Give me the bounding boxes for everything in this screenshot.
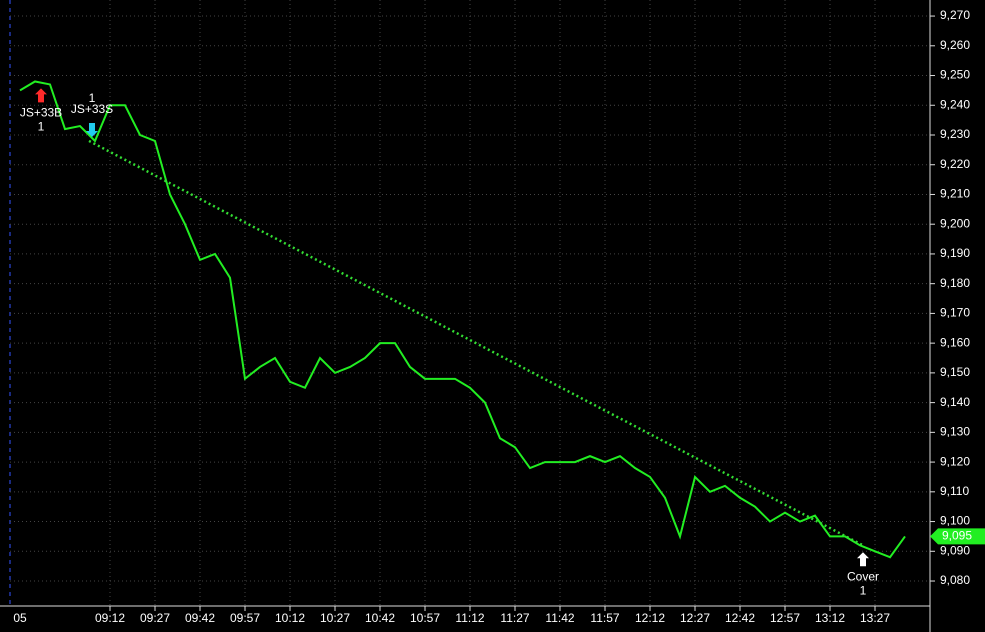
y-tick-label: 9,270 (940, 8, 970, 22)
y-tick-label: 9,230 (940, 127, 970, 141)
x-tick-label: 13:27 (860, 611, 890, 625)
last-price-label: 9,095 (942, 529, 972, 543)
trade-qty: 1 (38, 120, 45, 134)
x-tick-label: 09:42 (185, 611, 215, 625)
x-tick-label: 10:27 (320, 611, 350, 625)
x-tick-label: 09:27 (140, 611, 170, 625)
y-tick-label: 9,090 (940, 543, 970, 557)
x-tick-label: 10:42 (365, 611, 395, 625)
x-tick-label: 11:57 (590, 611, 619, 625)
price-line (19, 80, 906, 559)
x-tick-label: 10:57 (410, 611, 440, 625)
y-tick-label: 9,160 (940, 335, 970, 349)
y-tick-label: 9,210 (940, 187, 970, 201)
last-price-box (930, 528, 985, 545)
x-tick-label: 11:42 (545, 611, 574, 625)
y-tick-label: 9,150 (940, 365, 970, 379)
trade-qty: 1 (89, 91, 96, 105)
x-tick-label: 12:42 (725, 611, 755, 625)
y-tick-label: 9,250 (940, 68, 970, 82)
trade-arrow (857, 552, 869, 567)
trade-arrow (86, 123, 98, 138)
y-tick-label: 9,130 (940, 425, 970, 439)
x-tick-label: 11:27 (500, 611, 529, 625)
x-tick-label: 11:12 (455, 611, 484, 625)
trade-qty: 1 (860, 583, 867, 597)
x-tick-label: 12:57 (770, 611, 800, 625)
y-tick-label: 9,220 (940, 157, 970, 171)
date-label: 05 (13, 611, 27, 625)
y-tick-label: 9,100 (940, 514, 970, 528)
x-tick-label: 12:12 (635, 611, 665, 625)
trade-arrow (35, 88, 47, 103)
y-tick-label: 9,240 (940, 97, 970, 111)
x-tick-label: 12:27 (680, 611, 710, 625)
x-tick-label: 10:12 (275, 611, 305, 625)
y-tick-label: 9,080 (940, 573, 970, 587)
y-tick-label: 9,170 (940, 306, 970, 320)
x-tick-label: 13:12 (815, 611, 845, 625)
trend-line (88, 139, 864, 547)
y-tick-label: 9,180 (940, 276, 970, 290)
y-tick-label: 9,110 (940, 484, 969, 498)
y-tick-label: 9,200 (940, 216, 970, 230)
x-tick-label: 09:57 (230, 611, 260, 625)
trade-label: JS+33S (71, 102, 113, 116)
y-tick-label: 9,260 (940, 38, 970, 52)
y-tick-label: 9,190 (940, 246, 970, 260)
y-tick-label: 9,120 (940, 454, 970, 468)
trade-label: Cover (847, 569, 879, 583)
trade-label: JS+33B (20, 106, 62, 120)
x-tick-label: 09:12 (95, 611, 125, 625)
y-tick-label: 9,140 (940, 395, 970, 409)
